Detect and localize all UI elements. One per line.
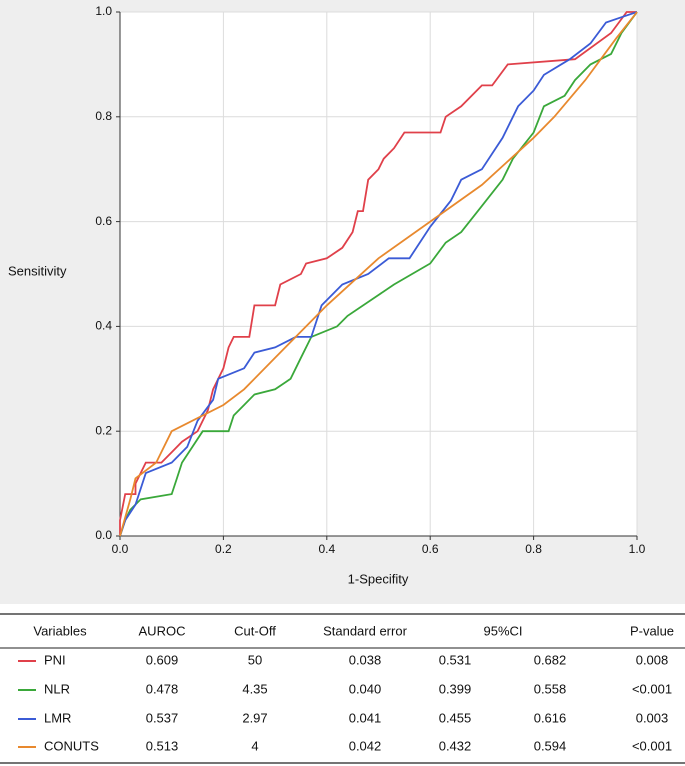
- table-cell: 0.455: [439, 710, 472, 725]
- table-header: P-value: [630, 623, 674, 638]
- table-cell: 0.531: [439, 652, 472, 667]
- y-tick-label: 0.2: [95, 423, 112, 437]
- table-cell: 0.042: [349, 738, 382, 753]
- table-header: Cut-Off: [234, 623, 276, 638]
- roc-curve: [119, 11, 638, 537]
- table-header: Variables: [33, 623, 87, 638]
- x-tick-label: 0.6: [422, 542, 439, 556]
- table-cell: 4.35: [242, 681, 267, 696]
- legend-label: PNI: [44, 652, 66, 667]
- table-cell: <0.001: [632, 738, 672, 753]
- table-cell: 4: [251, 738, 258, 753]
- y-axis-label: Sensitivity: [8, 263, 67, 278]
- table-cell: <0.001: [632, 681, 672, 696]
- y-tick-label: 0.0: [95, 528, 112, 542]
- table-cell: 0.558: [534, 681, 567, 696]
- table-cell: 0.594: [534, 738, 567, 753]
- plot: 0.0 0.2 0.4 0.6 0.8 1.0 0.0 0.2 0.4 0.6 0.8 1.0: [95, 4, 645, 556]
- table-header: Standard error: [323, 623, 407, 638]
- table-cell: 0.513: [146, 738, 179, 753]
- y-tick-label: 0.4: [95, 319, 112, 333]
- table-cell: 0.478: [146, 681, 179, 696]
- table-cell: 0.038: [349, 652, 382, 667]
- table-cell: 0.609: [146, 652, 179, 667]
- plot-area: [120, 12, 637, 536]
- table-cell: 0.537: [146, 710, 179, 725]
- x-tick-label: 0.4: [318, 542, 335, 556]
- table-cell: 0.003: [636, 710, 669, 725]
- table: Variables AUROC Cut-Off Standard error 95%CI…: [18, 623, 674, 753]
- x-tick-label: 0.2: [215, 542, 232, 556]
- table-cell: 0.682: [534, 652, 567, 667]
- x-tick-label: 0.8: [525, 542, 542, 556]
- roc-curve: [119, 11, 637, 536]
- table-cell: 0.041: [349, 710, 382, 725]
- x-tick-label: 1.0: [629, 542, 646, 556]
- table-header: 95%CI: [483, 623, 522, 638]
- legend-label: CONUTS: [44, 738, 99, 753]
- legend-label: LMR: [44, 710, 71, 725]
- table-cell: 50: [248, 652, 262, 667]
- table-cell: 2.97: [242, 710, 267, 725]
- table-cell: 0.616: [534, 710, 567, 725]
- table-cell: 0.008: [636, 652, 669, 667]
- x-axis-label: 1-Specifity: [348, 571, 409, 586]
- table-header: AUROC: [139, 623, 186, 638]
- y-tick-label: 0.8: [95, 109, 112, 123]
- table-cell: 0.432: [439, 738, 472, 753]
- y-tick-label: 1.0: [95, 4, 112, 18]
- x-tick-label: 0.0: [112, 542, 129, 556]
- y-tick-label: 0.6: [95, 214, 112, 228]
- table-cell: 0.040: [349, 681, 382, 696]
- roc-curve: [119, 11, 638, 537]
- legend-label: NLR: [44, 681, 70, 696]
- table-cell: 0.399: [439, 681, 472, 696]
